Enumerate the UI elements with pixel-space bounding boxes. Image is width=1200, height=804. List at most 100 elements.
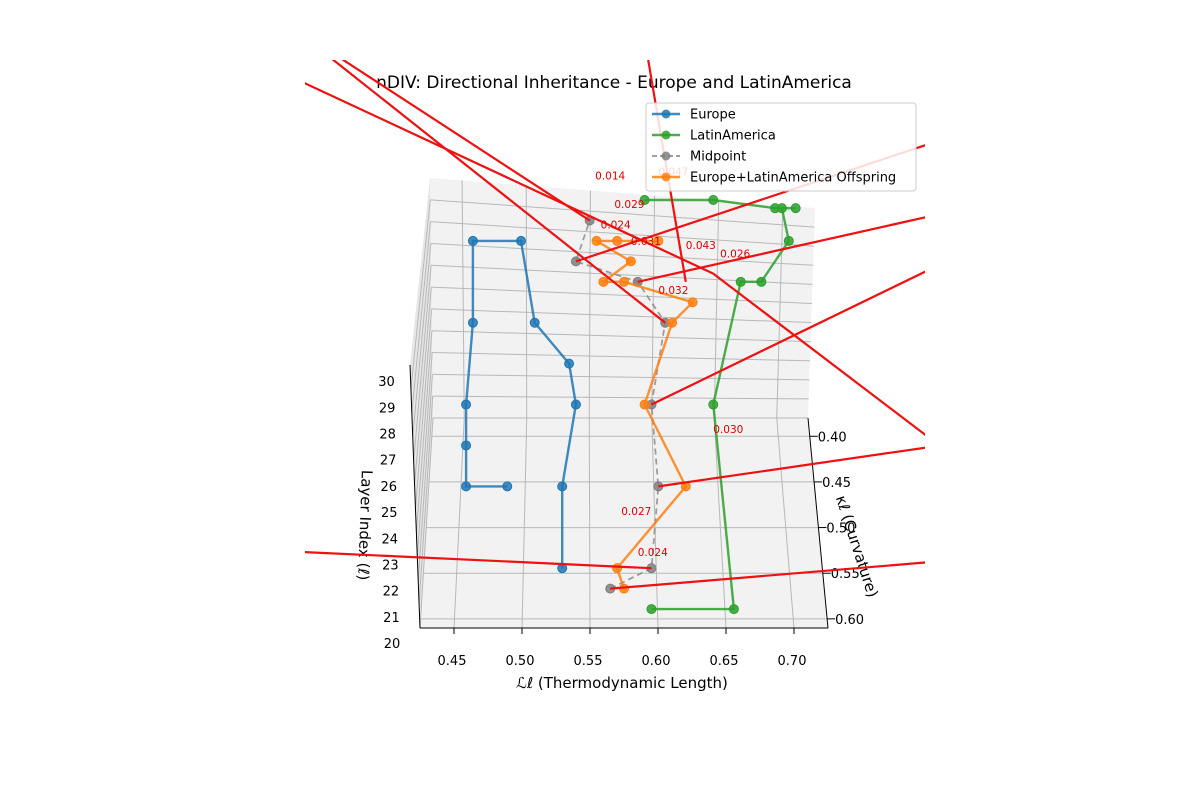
y-tick-label: 0.50 (826, 522, 855, 537)
z-gridline-left (415, 330, 433, 533)
y-tick-label: 0.60 (835, 613, 864, 628)
z-gridline (430, 221, 814, 247)
direction-arrow (712, 272, 925, 437)
data-point-europe (564, 358, 575, 369)
data-point-offspring (667, 317, 678, 328)
data-point-offspring (612, 235, 623, 246)
z-gridline-left (417, 374, 433, 581)
value-label: 0.032 (658, 285, 688, 297)
y-tick-label: 0.45 (822, 476, 851, 491)
z-gridline (431, 308, 812, 324)
data-point-latin (783, 235, 794, 246)
x-tick-label: 0.50 (506, 654, 535, 669)
z-gridline (431, 330, 811, 343)
z-gridline (430, 242, 814, 266)
legend-label-europe: Europe (690, 108, 736, 123)
z-gridline-left (413, 265, 432, 461)
x-gridline-wall (461, 180, 465, 419)
z-tick-label: 30 (378, 375, 395, 390)
data-point-latin (646, 604, 657, 615)
x-tick-label: 0.60 (642, 654, 671, 669)
direction-arrow (341, 60, 591, 222)
data-point-europe (570, 399, 581, 410)
x-tick-label: 0.45 (438, 654, 467, 669)
data-point-latin (639, 195, 650, 205)
value-label: 0.024 (601, 220, 631, 232)
legend-label-offspring: Europe+LatinAmerica Offspring (690, 171, 896, 186)
data-point-offspring (619, 276, 629, 287)
grid-lines (410, 180, 828, 629)
data-point-latin (770, 203, 781, 214)
direction-arrow (658, 446, 925, 488)
value-label: 0.027 (621, 506, 651, 518)
x-gridline-wall (525, 185, 528, 419)
value-label: 0.029 (614, 199, 644, 211)
data-point-latin (708, 195, 719, 205)
direction-arrow (610, 561, 925, 590)
y-tick-label: 0.55 (831, 567, 860, 582)
legend-swatch-marker-latin (661, 130, 671, 140)
direction-arrow (305, 82, 714, 275)
floor-pane (420, 418, 828, 628)
data-point-latin (728, 604, 739, 615)
data-point-offspring (612, 563, 623, 574)
z-tick-label: 28 (379, 428, 396, 443)
value-label: 0.031 (631, 236, 661, 248)
z-gridline-left (418, 396, 434, 605)
z-gridline-left (414, 308, 433, 509)
y-tick-label: 0.40 (818, 430, 847, 445)
z-tick-label: 29 (379, 401, 396, 416)
legend-items: Europe LatinAmerica Midpoint Europe+LatinAm… (652, 108, 896, 186)
direction-arrow (305, 550, 652, 570)
data-point-latin (735, 276, 746, 287)
z-tick-label: 24 (382, 532, 399, 547)
y-tick-labels: 0.40 0.45 0.50 0.55 0.60 (809, 430, 864, 628)
legend-label-midpoint: Midpoint (690, 150, 746, 165)
legend: Europe LatinAmerica Midpoint Europe+LatinAm… (645, 102, 917, 192)
x-gridline-wall (588, 190, 591, 419)
data-point-latin (790, 203, 801, 214)
z-gridline-left (412, 243, 432, 437)
z-tick-label: 22 (383, 585, 400, 600)
x-gridline-wall (776, 205, 784, 419)
series-line-offspring (592, 239, 695, 589)
axis-lines (409, 364, 829, 629)
z-axis-label: Layer Index (ℓ) (354, 470, 376, 581)
z-tick-label: 26 (380, 480, 397, 495)
value-label: 0.014 (595, 171, 625, 183)
direction-arrow (331, 60, 666, 324)
data-point-offspring (591, 235, 602, 246)
series-line-europe (464, 239, 578, 569)
data-point-europe (557, 481, 568, 492)
z-gridline (432, 373, 810, 381)
data-point-europe (461, 399, 472, 410)
x-axis-label: ℒℓ (Thermodynamic Length) (516, 674, 728, 692)
data-point-europe (467, 235, 478, 246)
legend-swatch-marker-offspring (661, 172, 671, 182)
direction-arrow (647, 60, 687, 283)
x-tick-label: 0.70 (778, 654, 807, 669)
data-point-offspring (625, 256, 636, 267)
legend-label-latin: LatinAmerica (690, 129, 776, 144)
x-gridline (713, 417, 727, 629)
direction-arrow (637, 216, 925, 283)
value-label: 0.043 (686, 240, 716, 252)
z-gridline-left (410, 199, 431, 389)
legend-swatch-marker-europe (661, 109, 671, 119)
data-point-europe (529, 317, 540, 328)
data-point-latin (708, 399, 719, 410)
x-tick-label: 0.65 (710, 654, 739, 669)
x-gridline (776, 417, 795, 629)
data-point-offspring (639, 399, 650, 410)
direction-arrow (650, 270, 925, 406)
z-gridline-left (419, 417, 434, 629)
data-point-offspring (687, 297, 698, 308)
chart-title: nDIV: Directional Inheritance - Europe a… (376, 73, 852, 93)
back-wall-pane (430, 178, 815, 418)
data-point-offspring (653, 235, 664, 246)
z-tick-labels: 20 21 22 23 24 25 26 27 28 29 30 (378, 375, 400, 652)
z-gridline (430, 199, 815, 228)
x-gridline-wall (713, 200, 720, 419)
